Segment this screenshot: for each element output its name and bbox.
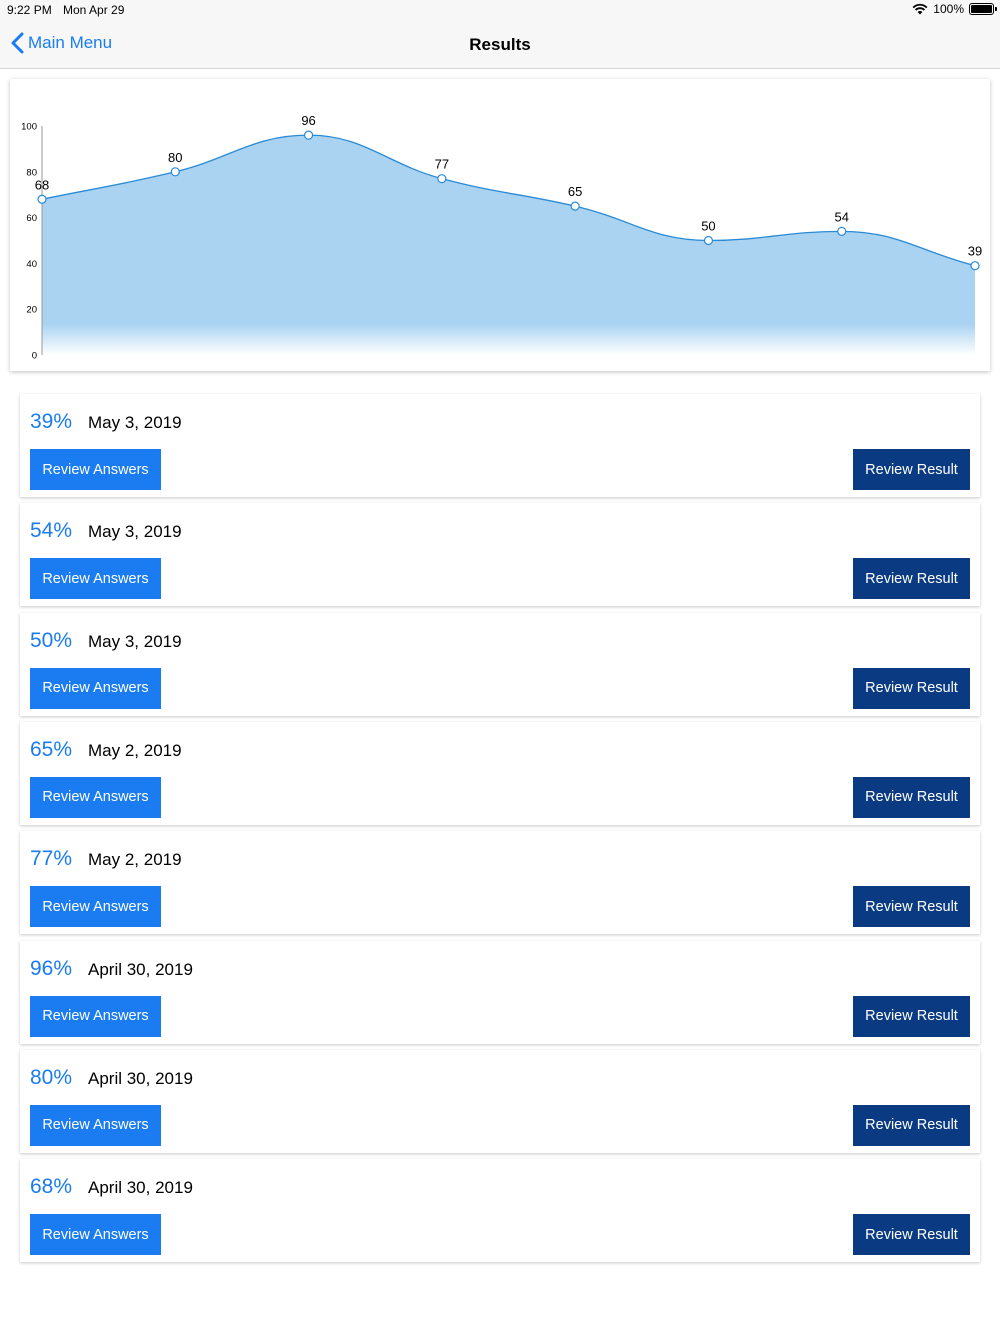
data-point (437, 174, 447, 184)
result-card: 96% April 30, 2019 Review Answers Review Re… (20, 940, 980, 1044)
score-percent: 39% (30, 410, 73, 433)
data-label: 39 (968, 244, 982, 259)
data-label: 65 (568, 184, 582, 199)
navigation-bar: Main Menu Results (0, 22, 1000, 69)
review-result-button[interactable]: Review Result (853, 1214, 970, 1256)
score-percent: 54% (30, 519, 73, 543)
result-card: 54% May 3, 2019 Review Answers Review Resul… (20, 503, 980, 607)
chevron-left-icon (11, 32, 24, 54)
review-result-button[interactable]: Review Result (853, 886, 970, 928)
page-title: Results (469, 35, 531, 54)
review-answers-button[interactable]: Review Answers (30, 776, 161, 818)
y-tick-label: 60 (26, 213, 37, 224)
data-label: 50 (701, 219, 715, 234)
status-bar: 9:22 PM Mon Apr 29 100% (0, 0, 1000, 22)
review-answers-button[interactable]: Review Answers (30, 449, 161, 490)
data-point (170, 167, 180, 177)
score-percent: 65% (30, 737, 73, 761)
result-card: 50% May 3, 2019 Review Answers Review Resul… (20, 612, 980, 716)
review-result-button[interactable]: Review Result (853, 667, 970, 709)
data-point (37, 194, 47, 204)
score-percent: 50% (30, 628, 73, 652)
y-tick-label: 0 (32, 351, 37, 362)
data-point (570, 201, 580, 211)
review-answers-button[interactable]: Review Answers (30, 995, 161, 1037)
review-result-button[interactable]: Review Result (853, 776, 970, 818)
result-card: 77% May 2, 2019 Review Answers Review Resul… (20, 831, 980, 935)
result-date: April 30, 2019 (88, 1068, 193, 1088)
score-chart: 0 20 40 60 80 100 68 80 96 77 65 50 54 39 (10, 79, 990, 371)
data-label: 68 (35, 177, 49, 192)
review-result-button[interactable]: Review Result (853, 558, 970, 600)
status-time: 9:22 PM (7, 3, 52, 17)
battery-percent: 100% (933, 2, 964, 16)
result-card: 39% May 3, 2019 Review Answers Review Resul… (20, 394, 980, 497)
data-point (703, 235, 714, 246)
chart-series-line (41, 134, 976, 267)
result-card: 80% April 30, 2019 Review Answers Review Re… (20, 1049, 980, 1153)
score-percent: 77% (30, 847, 73, 871)
y-tick-label: 40 (26, 259, 37, 270)
chart-area-fill (42, 135, 975, 355)
y-tick-label: 20 (26, 305, 37, 316)
result-date: April 30, 2019 (88, 959, 193, 979)
review-result-button[interactable]: Review Result (853, 1104, 970, 1146)
result-date: May 3, 2019 (88, 631, 182, 651)
y-tick-label: 100 (21, 122, 37, 133)
review-answers-button[interactable]: Review Answers (30, 667, 161, 709)
review-result-button[interactable]: Review Result (853, 995, 970, 1037)
y-tick-label: 80 (26, 167, 37, 178)
score-percent: 80% (30, 1065, 73, 1089)
status-date: Mon Apr 29 (63, 3, 125, 17)
back-button-label: Main Menu (28, 33, 113, 52)
data-label: 77 (435, 157, 449, 172)
review-answers-button[interactable]: Review Answers (30, 1214, 161, 1256)
data-label: 96 (301, 113, 315, 128)
result-date: April 30, 2019 (88, 1178, 193, 1198)
battery-icon (969, 3, 997, 15)
result-date: May 2, 2019 (88, 740, 182, 760)
status-indicators: 100% (912, 2, 997, 16)
data-label: 54 (834, 209, 848, 224)
score-percent: 68% (30, 1175, 73, 1199)
review-result-button[interactable]: Review Result (853, 449, 970, 490)
data-point (970, 261, 980, 271)
score-percent: 96% (30, 956, 73, 980)
result-date: May 2, 2019 (88, 850, 182, 870)
result-date: May 3, 2019 (88, 522, 182, 542)
result-card: 65% May 2, 2019 Review Answers Review Resul… (20, 721, 980, 825)
result-date: May 3, 2019 (88, 413, 182, 432)
review-answers-button[interactable]: Review Answers (30, 558, 161, 600)
review-answers-button[interactable]: Review Answers (30, 1104, 161, 1146)
data-label: 80 (168, 150, 182, 165)
back-button[interactable]: Main Menu (11, 32, 112, 54)
data-point (837, 226, 847, 236)
review-answers-button[interactable]: Review Answers (30, 886, 161, 928)
wifi-icon (912, 3, 928, 15)
data-point (303, 130, 314, 140)
result-card: 68% April 30, 2019 Review Answers Review Re… (20, 1159, 980, 1263)
